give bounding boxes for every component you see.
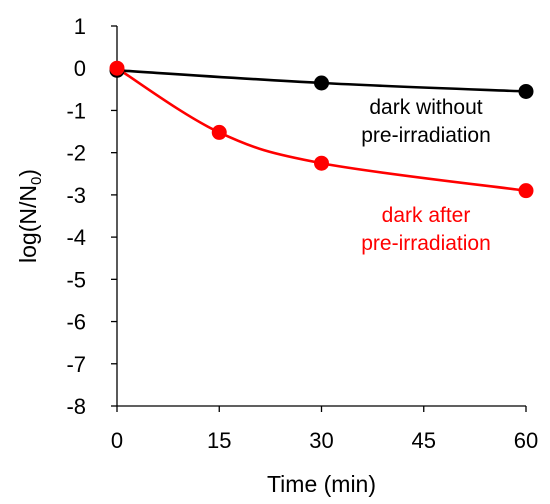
axes <box>111 25 527 412</box>
series-0-point <box>314 75 329 91</box>
series-1-point <box>211 124 227 140</box>
series-1-annotation: dark after pre-irradiation <box>361 204 491 255</box>
y-tick-label: -8 <box>66 394 86 419</box>
annotation-line: dark without <box>369 96 482 119</box>
x-tick-label: 45 <box>412 428 436 453</box>
y-axis-title-close: ) <box>15 169 41 177</box>
x-tick-label: 15 <box>207 428 231 453</box>
y-tick-label: -1 <box>66 98 86 123</box>
y-tick-label: -5 <box>66 267 86 292</box>
annotation-line: pre-irradiation <box>361 124 491 147</box>
x-tick-label: 30 <box>309 428 333 453</box>
y-tick-label: -6 <box>66 310 86 335</box>
y-axis-title-main: log(N/N <box>15 185 41 263</box>
annotation-line: dark after <box>382 204 471 227</box>
x-tick-label: 0 <box>111 428 123 453</box>
x-axis-title: Time (min) <box>267 471 376 497</box>
y-tick-label: -3 <box>66 183 86 208</box>
x-tick-label: 60 <box>514 428 538 453</box>
y-axis-title: log(N/N0) <box>15 169 45 263</box>
y-tick-label: -4 <box>66 225 86 250</box>
y-tick-label: 1 <box>74 14 86 39</box>
series-0-annotation: dark without pre-irradiation <box>361 96 491 147</box>
series-1-point <box>518 183 534 199</box>
y-axis-title-subscript: 0 <box>28 177 45 185</box>
series-1-point <box>314 155 329 171</box>
y-tick-label: -7 <box>66 352 86 377</box>
series-1-line <box>116 67 527 192</box>
series-layer <box>109 60 534 199</box>
tick-labels: 1 0 -1 -2 -3 -4 -5 -6 -7 -8 0 15 30 45 60 <box>66 14 538 453</box>
series-0-point <box>518 83 534 99</box>
y-tick-label: -2 <box>66 141 86 166</box>
y-tick-label: 0 <box>74 56 86 81</box>
annotations: dark without pre-irradiation dark after pre… <box>361 96 491 255</box>
series-1-point <box>109 60 125 76</box>
annotation-line: pre-irradiation <box>361 232 491 255</box>
